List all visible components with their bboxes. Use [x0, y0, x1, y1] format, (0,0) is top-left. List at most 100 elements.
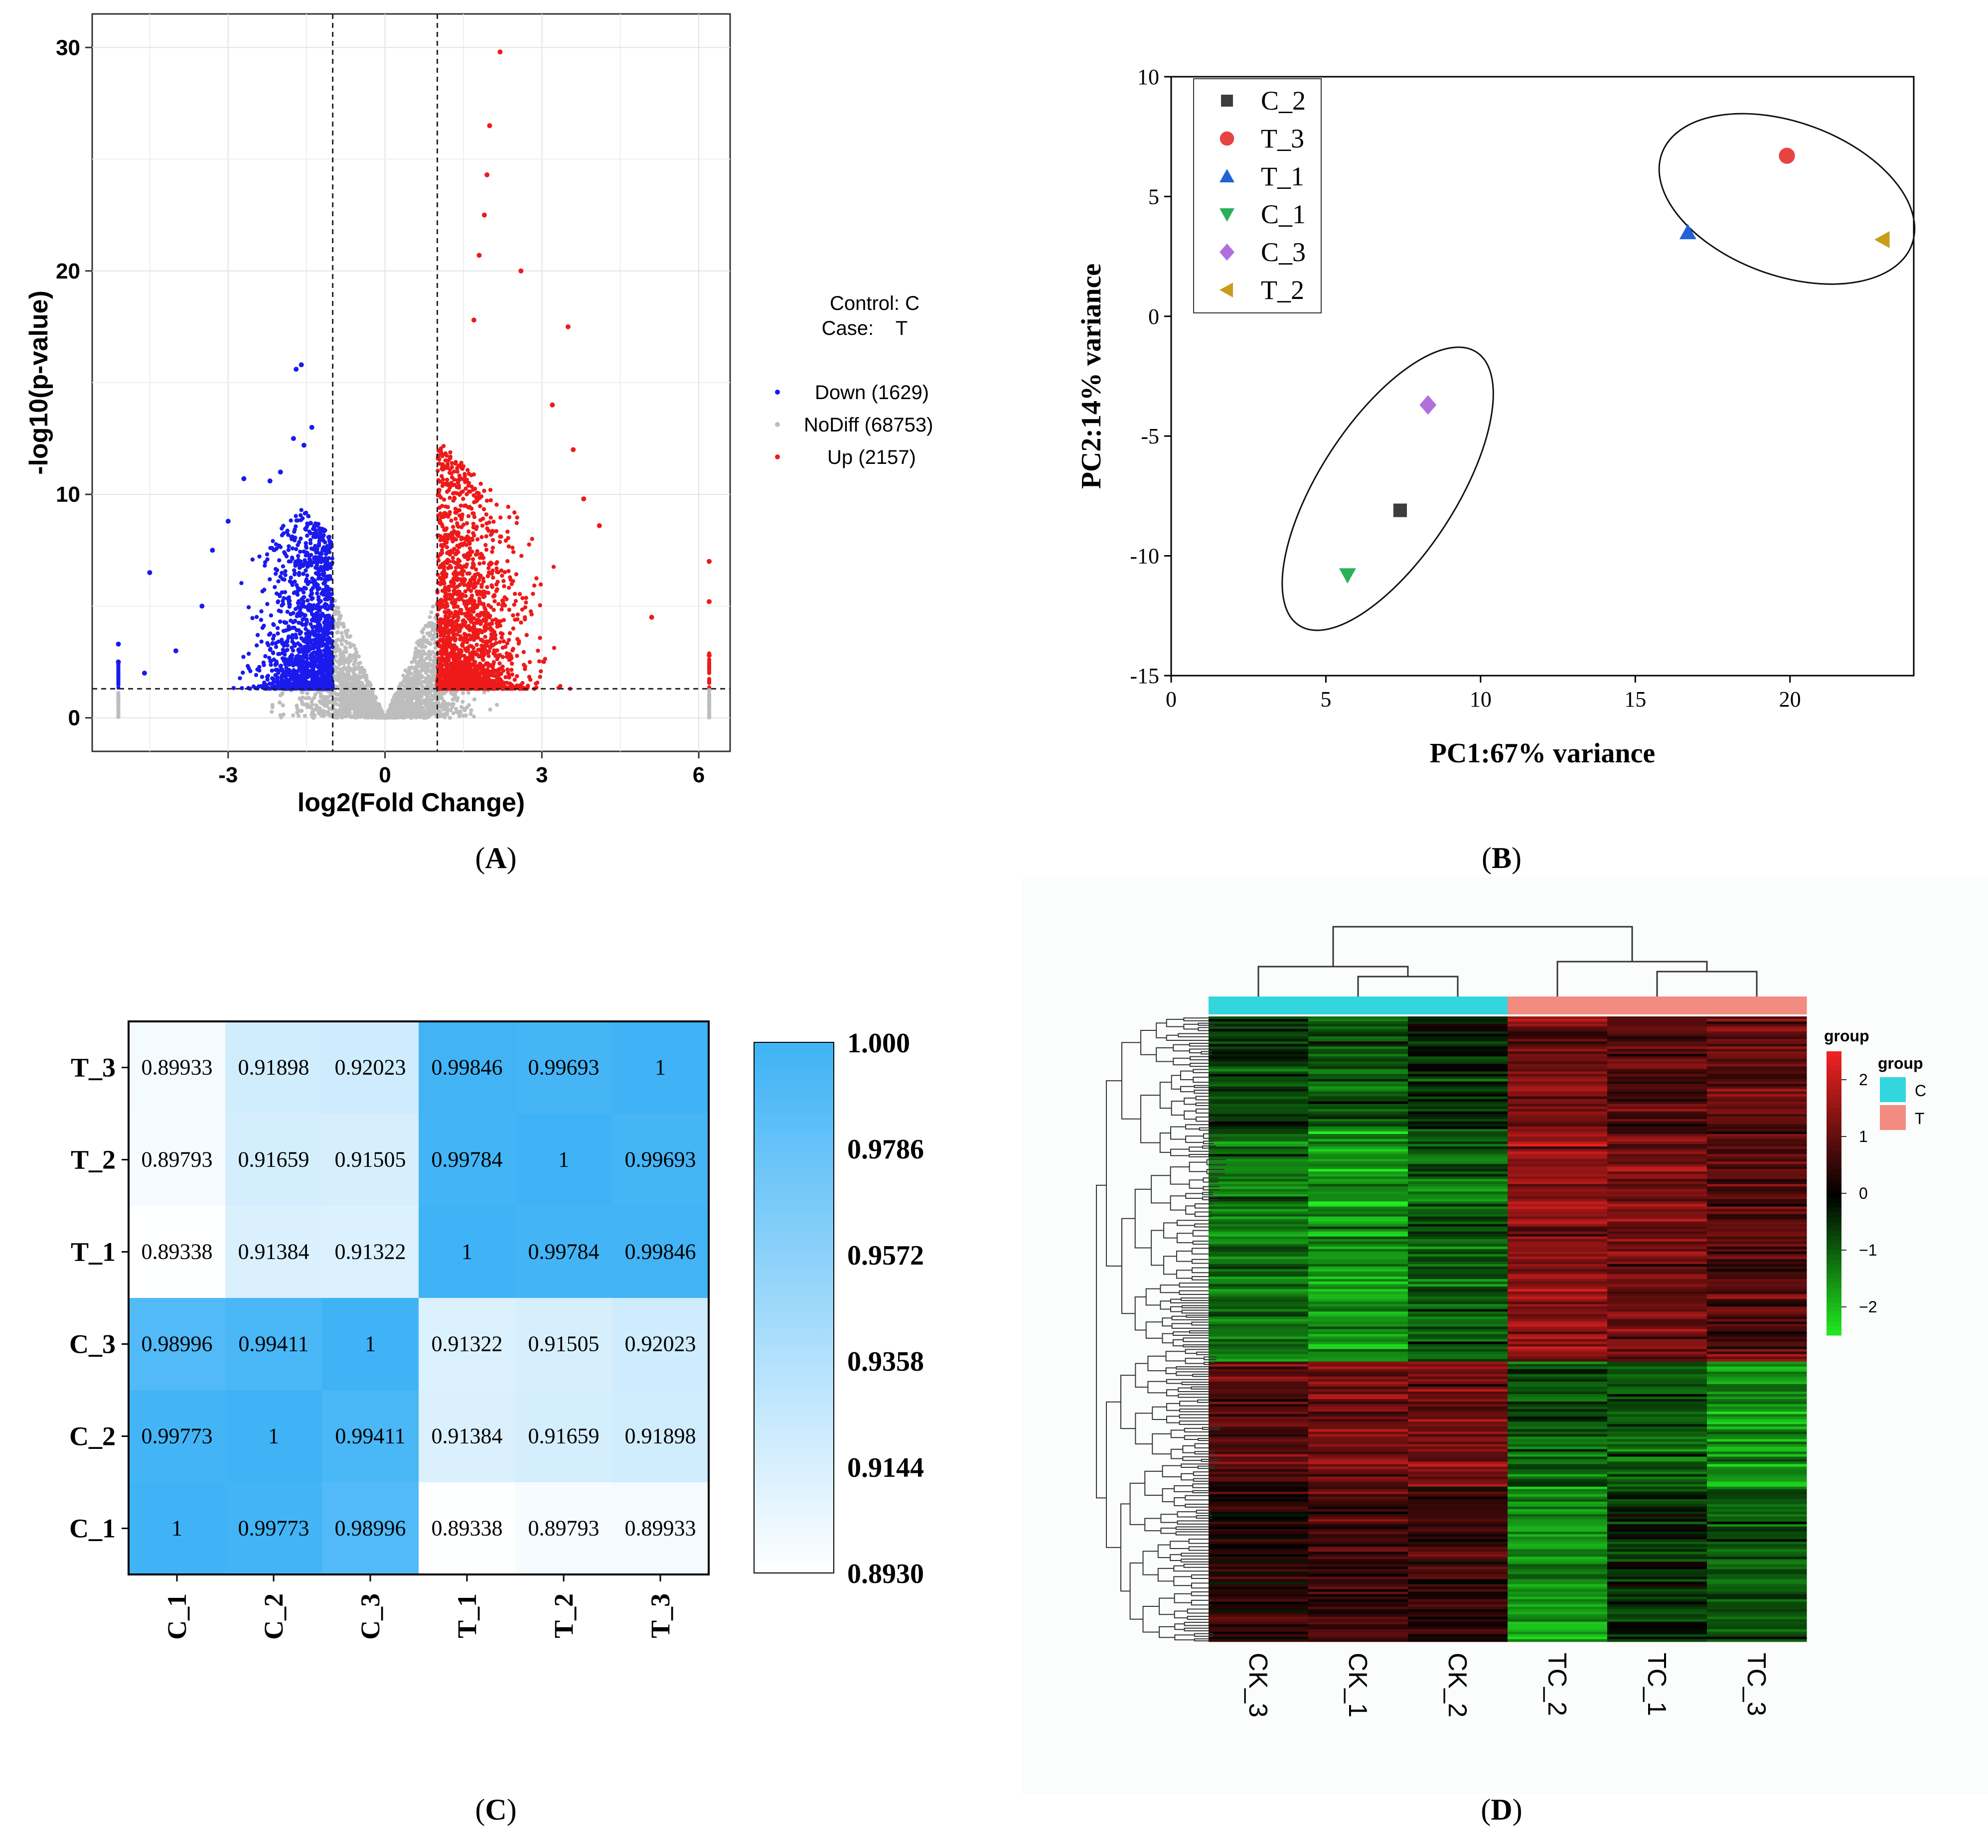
data-point — [281, 703, 285, 708]
data-point — [270, 668, 274, 673]
data-point — [339, 707, 343, 711]
data-point — [268, 647, 273, 651]
data-point — [282, 684, 286, 688]
data-point — [295, 583, 299, 587]
data-point — [338, 696, 343, 701]
data-point — [268, 659, 273, 664]
data-point — [278, 619, 283, 624]
data-point — [322, 632, 326, 637]
data-point — [441, 702, 445, 707]
data-point — [353, 654, 358, 659]
data-point — [427, 680, 432, 684]
data-point — [429, 624, 433, 628]
data-point — [405, 701, 409, 706]
data-point — [414, 677, 418, 682]
data-point — [362, 693, 366, 698]
data-point — [367, 698, 371, 703]
data-point — [297, 713, 301, 718]
data-point — [317, 644, 322, 648]
data-point — [246, 651, 251, 656]
data-point — [395, 691, 399, 695]
data-point — [335, 621, 339, 626]
data-point — [426, 652, 431, 656]
data-point — [335, 630, 339, 635]
data-point — [289, 612, 293, 616]
data-point — [415, 713, 420, 717]
data-point — [450, 703, 454, 707]
data-point — [304, 527, 308, 532]
data-point — [268, 631, 273, 636]
data-point — [306, 598, 310, 603]
data-point — [310, 629, 315, 633]
data-point — [292, 641, 297, 646]
data-point — [314, 703, 318, 708]
data-point — [358, 661, 362, 665]
data-point — [315, 587, 320, 592]
data-point — [250, 557, 255, 562]
data-point — [424, 713, 429, 717]
data-point — [400, 700, 404, 704]
data-point — [282, 550, 287, 555]
data-point — [335, 715, 339, 720]
data-point — [323, 563, 327, 568]
data-point — [286, 548, 291, 553]
data-point — [305, 656, 309, 660]
data-point — [348, 634, 352, 638]
data-point — [421, 644, 426, 649]
data-point — [324, 666, 328, 671]
data-point — [425, 703, 430, 707]
data-point — [339, 642, 344, 647]
data-point — [274, 542, 278, 547]
data-point — [299, 536, 303, 541]
data-point — [309, 592, 314, 596]
data-point — [304, 568, 308, 573]
data-point — [351, 669, 355, 674]
data-point — [430, 663, 434, 668]
data-point — [322, 626, 327, 631]
data-point — [344, 639, 348, 644]
data-point — [472, 697, 476, 702]
data-point — [374, 714, 378, 718]
data-point — [238, 676, 242, 681]
data-point — [340, 635, 344, 639]
data-point — [420, 707, 425, 711]
data-point — [369, 694, 374, 698]
data-point — [316, 597, 321, 602]
data-point — [309, 597, 314, 601]
data-point — [264, 683, 268, 687]
data-point — [345, 656, 350, 661]
data-point — [344, 713, 349, 718]
data-point — [271, 683, 276, 688]
data-point — [304, 579, 308, 584]
data-point — [286, 627, 291, 632]
data-point — [307, 705, 311, 709]
data-point — [310, 666, 315, 670]
data-point — [304, 550, 309, 555]
data-point — [323, 602, 327, 606]
data-point — [279, 668, 283, 673]
data-point — [259, 639, 264, 644]
data-point — [254, 643, 259, 648]
data-point — [301, 595, 306, 600]
data-point — [336, 649, 341, 653]
data-point — [275, 676, 280, 681]
data-point — [350, 675, 355, 679]
data-point — [245, 664, 250, 668]
data-point — [309, 712, 314, 717]
data-point — [255, 633, 260, 637]
data-point — [296, 554, 301, 559]
data-point — [429, 703, 433, 707]
data-point — [317, 569, 322, 573]
data-point — [416, 681, 420, 685]
data-point — [241, 655, 246, 659]
data-point — [410, 660, 414, 665]
data-point — [463, 713, 468, 717]
data-point — [295, 704, 299, 708]
data-point — [276, 599, 281, 604]
data-point — [347, 708, 352, 712]
data-point — [265, 552, 270, 557]
data-point — [337, 662, 342, 667]
data-point — [389, 704, 393, 709]
data-point — [260, 675, 265, 679]
